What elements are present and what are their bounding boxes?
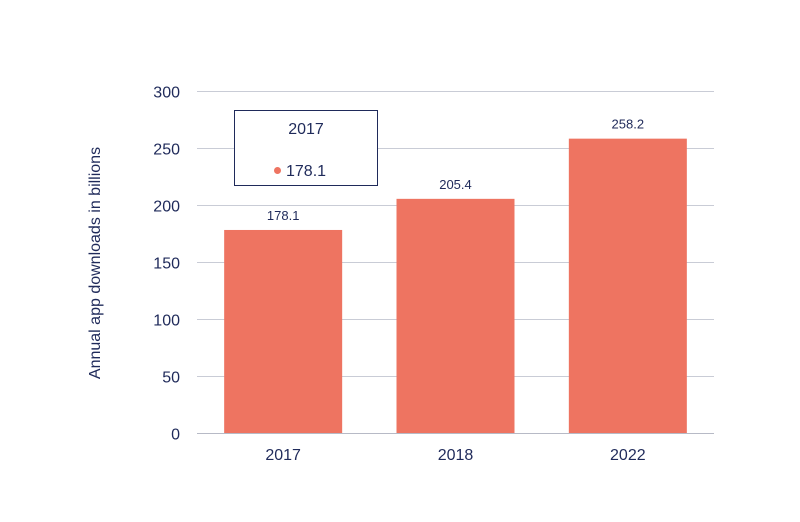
y-axis-title: Annual app downloads in billions xyxy=(87,147,104,379)
bars-layer xyxy=(224,138,687,434)
y-tick-label: 300 xyxy=(153,85,180,102)
y-tick-label: 100 xyxy=(153,313,180,330)
labels-layer: 0 50 100 150 200 250 300 178.1 2017 205.4 2018 258.… xyxy=(153,85,645,465)
data-label-2017: 178.1 xyxy=(267,208,300,223)
x-tick-label-2018: 2018 xyxy=(438,447,474,464)
tooltip: 2017 178.1 xyxy=(234,110,378,186)
y-tick-label: 250 xyxy=(153,142,180,159)
bar-2017[interactable] xyxy=(224,229,343,433)
x-tick-label-2022: 2022 xyxy=(610,447,646,464)
data-label-2018: 205.4 xyxy=(439,177,472,192)
y-tick-label: 50 xyxy=(162,370,180,387)
bar-2022[interactable] xyxy=(568,138,687,434)
data-label-2022: 258.2 xyxy=(612,117,645,132)
tooltip-box xyxy=(234,110,378,186)
y-tick-label: 0 xyxy=(171,427,180,444)
tooltip-marker xyxy=(274,167,281,174)
y-tick-label: 200 xyxy=(153,199,180,216)
y-tick-label: 150 xyxy=(153,256,180,273)
tooltip-value: 178.1 xyxy=(286,163,326,180)
bar-2018[interactable] xyxy=(396,198,515,433)
tooltip-category: 2017 xyxy=(288,121,324,138)
x-tick-label-2017: 2017 xyxy=(265,447,301,464)
